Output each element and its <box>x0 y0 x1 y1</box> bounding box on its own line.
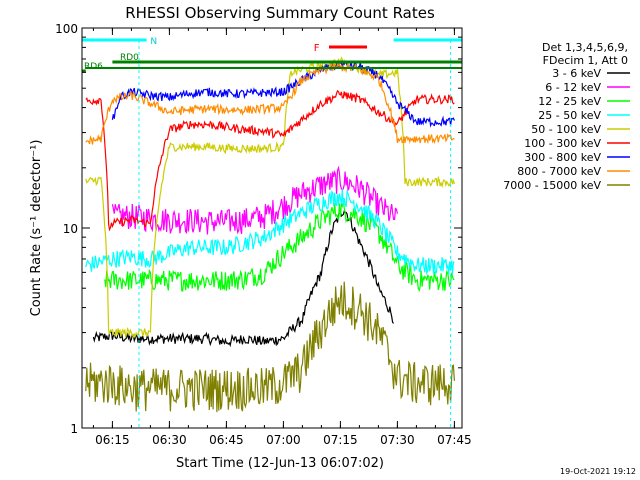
series-line-7 <box>111 60 455 128</box>
series-line-3 <box>104 201 455 292</box>
flare-label: F <box>314 43 320 54</box>
x-tick-label: 07:30 <box>380 433 415 447</box>
legend-entry-label: 6 - 12 keV <box>545 81 601 94</box>
x-tick-label: 07:15 <box>323 433 358 447</box>
legend-entry-label: 12 - 25 keV <box>538 95 601 108</box>
chart-title: RHESSI Observing Summary Count Rates <box>125 4 435 22</box>
generation-timestamp: 19-Oct-2021 19:12 <box>560 467 636 476</box>
legend-entry-label: 50 - 100 keV <box>531 123 601 136</box>
legend-header: Det 1,3,4,5,6,9, <box>542 41 628 54</box>
axes: 06:15 06:30 06:45 07:00 07:15 07:30 07:45 1 10 10… <box>55 22 472 447</box>
legend-entry-label: 100 - 300 keV <box>524 137 601 150</box>
x-tick-label: 07:00 <box>266 433 301 447</box>
series-line-1 <box>92 210 395 348</box>
attenuator-label: N <box>150 37 157 47</box>
rd0-label: RD0 <box>120 53 139 63</box>
legend-header: FDecim 1, Att 0 <box>543 54 628 67</box>
x-tick-label: 06:45 <box>209 433 244 447</box>
legend-entry-label: 300 - 800 keV <box>524 151 601 164</box>
x-tick-label: 06:15 <box>95 433 130 447</box>
legend-entry-label: 25 - 50 keV <box>538 109 601 122</box>
series-line-8 <box>85 61 455 145</box>
legend: Det 1,3,4,5,6,9,FDecim 1, Att 03 - 6 keV… <box>503 41 630 192</box>
x-tick-label: 06:30 <box>152 433 187 447</box>
legend-entry-label: 800 - 7000 keV <box>517 165 601 178</box>
series-line-5 <box>85 56 455 339</box>
rd6-label: RD6 <box>84 62 103 72</box>
x-tick-label: 07:45 <box>437 433 472 447</box>
legend-entry-label: 3 - 6 keV <box>552 67 601 80</box>
y-tick-label: 10 <box>63 222 78 236</box>
y-tick-label: 1 <box>70 422 78 436</box>
y-axis-label: Count Rate (s⁻¹ detector⁻¹) <box>29 140 44 317</box>
x-axis-label: Start Time (12-Jun-13 06:07:02) <box>176 456 384 471</box>
y-tick-label: 100 <box>55 22 78 36</box>
series-line-4 <box>85 189 455 276</box>
series-line-2 <box>111 165 398 235</box>
series-marks <box>85 56 455 413</box>
series-line-9 <box>85 281 455 413</box>
instrument-state-overlays: N RD0 RD6 F <box>82 37 462 428</box>
legend-entry-label: 7000 - 15000 keV <box>503 179 601 192</box>
